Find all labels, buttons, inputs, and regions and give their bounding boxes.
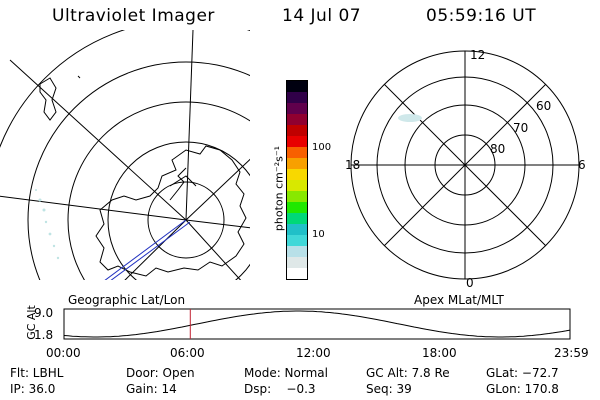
meridian-line [185, 219, 250, 229]
new-zealand-coastline [39, 77, 57, 121]
mlt-line [383, 83, 547, 247]
mode-status: Mode: Normal [244, 366, 328, 380]
colorbar-band [287, 169, 307, 180]
timeline-ytick-9: 9.0 [34, 306, 54, 320]
coastline-detail [169, 167, 187, 201]
colorbar-band [287, 103, 307, 114]
timeline-xtick: 12:00 [296, 346, 331, 360]
timeline-xtick: 00:00 [46, 346, 81, 360]
meridian-line [185, 30, 194, 221]
satellite-track [104, 219, 187, 280]
meridian-line [185, 158, 250, 221]
filter-status: Flt: LBHL [10, 366, 64, 380]
colorbar [286, 80, 308, 280]
colorbar-band [287, 147, 307, 158]
colorbar-band [287, 81, 307, 92]
colorbar-band [287, 191, 307, 202]
lat-circle [147, 181, 225, 259]
mlt-label-0: 0 [466, 276, 474, 290]
colorbar-tick-100: 100 [312, 142, 332, 153]
meridian-line [0, 195, 187, 221]
time-label: 05:59:16 UT [426, 6, 537, 26]
left-map-caption: Geographic Lat/Lon [68, 293, 186, 307]
colorbar-tick-10: 10 [312, 229, 325, 240]
timeline-frame [63, 308, 571, 340]
mlt-label-18: 18 [345, 158, 361, 172]
mlat-label-70: 70 [513, 121, 529, 135]
colorbar-band [287, 158, 307, 169]
glon-status: GLon: 170.8 [486, 382, 559, 396]
meridian-line [185, 219, 242, 280]
colorbar-band [287, 125, 307, 136]
lat-circle [107, 141, 250, 280]
colorbar-band [287, 136, 307, 147]
gain-status: Gain: 14 [126, 382, 177, 396]
colorbar-band [287, 92, 307, 103]
glat-status: GLat: −72.7 [486, 366, 559, 380]
colorbar-band [287, 213, 307, 224]
satellite-track [110, 221, 191, 280]
colorbar-band [287, 246, 307, 257]
meridian-line [9, 59, 187, 221]
date-label: 14 Jul 07 [282, 6, 362, 26]
colorbar-band [287, 202, 307, 213]
seq-status: Seq: 39 [366, 382, 412, 396]
instrument-title: Ultraviolet Imager [52, 6, 215, 26]
mlat-label-60: 60 [536, 99, 552, 113]
meridian-line [124, 219, 187, 280]
lat-circle [27, 61, 250, 280]
timeline-ytick-1.8: 1.8 [34, 328, 54, 342]
door-status: Door: Open [126, 366, 195, 380]
timeline-xtick: 06:00 [170, 346, 205, 360]
colorbar-band [287, 268, 307, 279]
colorbar-band [287, 180, 307, 191]
altitude-curve [63, 310, 571, 338]
right-map-caption: Apex MLat/MLT [414, 293, 504, 307]
lat-circle [67, 101, 250, 280]
colorbar-band [287, 114, 307, 125]
mlt-label-6: 6 [578, 158, 586, 172]
colorbar-band [287, 224, 307, 235]
timeline-xtick: 23:59 [554, 346, 589, 360]
antarctica-coastline [95, 145, 247, 277]
mlt-label-12: 12 [470, 48, 486, 62]
mlat-label-80: 80 [490, 142, 506, 156]
colorbar-band [287, 235, 307, 246]
timeline-xtick: 18:00 [422, 346, 457, 360]
colorbar-band [287, 257, 307, 268]
gc-alt-status: GC Alt: 7.8 Re [366, 366, 450, 380]
ip-status: IP: 36.0 [10, 382, 56, 396]
dsp-status: Dsp: −0.3 [244, 382, 316, 396]
